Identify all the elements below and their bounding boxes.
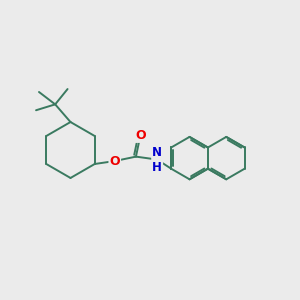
Text: N
H: N H xyxy=(152,146,162,174)
Text: O: O xyxy=(135,129,146,142)
Text: O: O xyxy=(110,154,120,167)
